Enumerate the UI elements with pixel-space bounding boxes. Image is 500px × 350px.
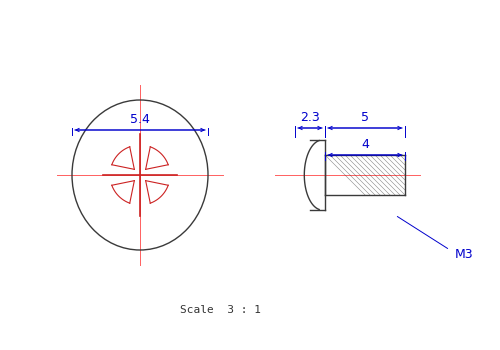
Text: 4: 4: [361, 138, 369, 151]
Text: 2.3: 2.3: [300, 111, 320, 124]
Text: Scale  3 : 1: Scale 3 : 1: [180, 305, 260, 315]
Text: M3: M3: [455, 248, 473, 261]
Text: 5: 5: [361, 111, 369, 124]
Text: 5.4: 5.4: [130, 113, 150, 126]
